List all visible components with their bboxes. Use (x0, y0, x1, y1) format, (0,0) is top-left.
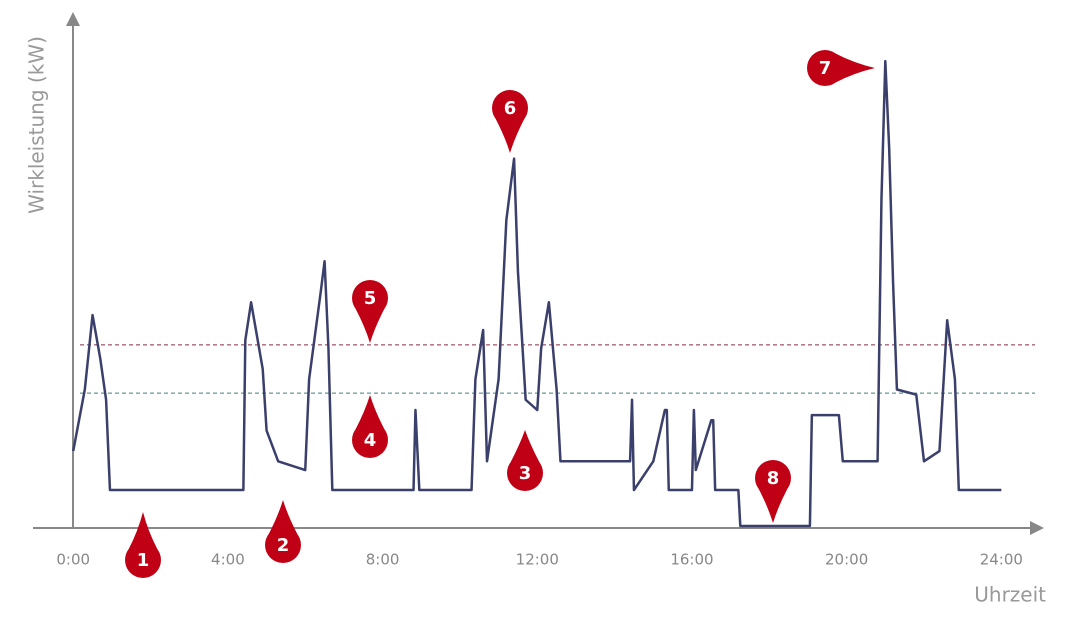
marker-circle (755, 460, 791, 496)
marker-pin (355, 308, 385, 343)
marker-circle (352, 422, 388, 458)
x-tick-label: 4:00 (211, 551, 245, 569)
marker-pin (758, 488, 788, 523)
marker-label: 1 (137, 550, 150, 571)
marker-label: 3 (519, 463, 532, 484)
x-axis-label: Uhrzeit (974, 583, 1046, 607)
x-tick-label: 0:00 (56, 551, 90, 569)
x-tick-label: 24:00 (980, 551, 1023, 569)
y-axis-label: Wirkleistung (kW) (25, 36, 49, 214)
series-line (71, 59, 1002, 528)
marker-label: 7 (819, 58, 832, 79)
marker-label: 4 (364, 430, 377, 451)
marker-label: 2 (277, 535, 290, 556)
marker-pin (128, 512, 158, 550)
marker-pin (495, 118, 525, 153)
marker-label: 5 (364, 288, 377, 309)
x-tick-label: 8:00 (366, 551, 400, 569)
y-axis-arrow (66, 12, 80, 26)
marker-circle (125, 542, 161, 578)
marker-pin (510, 430, 540, 463)
marker-circle (492, 90, 528, 126)
x-tick-label: 16:00 (670, 551, 713, 569)
x-axis-arrow (1030, 521, 1044, 535)
marker-label: 8 (767, 468, 780, 489)
marker-circle (352, 280, 388, 316)
x-tick-label: 12:00 (516, 551, 559, 569)
marker-circle (807, 50, 843, 86)
marker-pin (355, 395, 385, 430)
marker-pin (835, 53, 875, 83)
marker-label: 6 (504, 98, 517, 119)
x-tick-label: 20:00 (825, 551, 868, 569)
marker-circle (265, 527, 301, 563)
marker-pin (268, 500, 298, 535)
marker-circle (507, 455, 543, 491)
